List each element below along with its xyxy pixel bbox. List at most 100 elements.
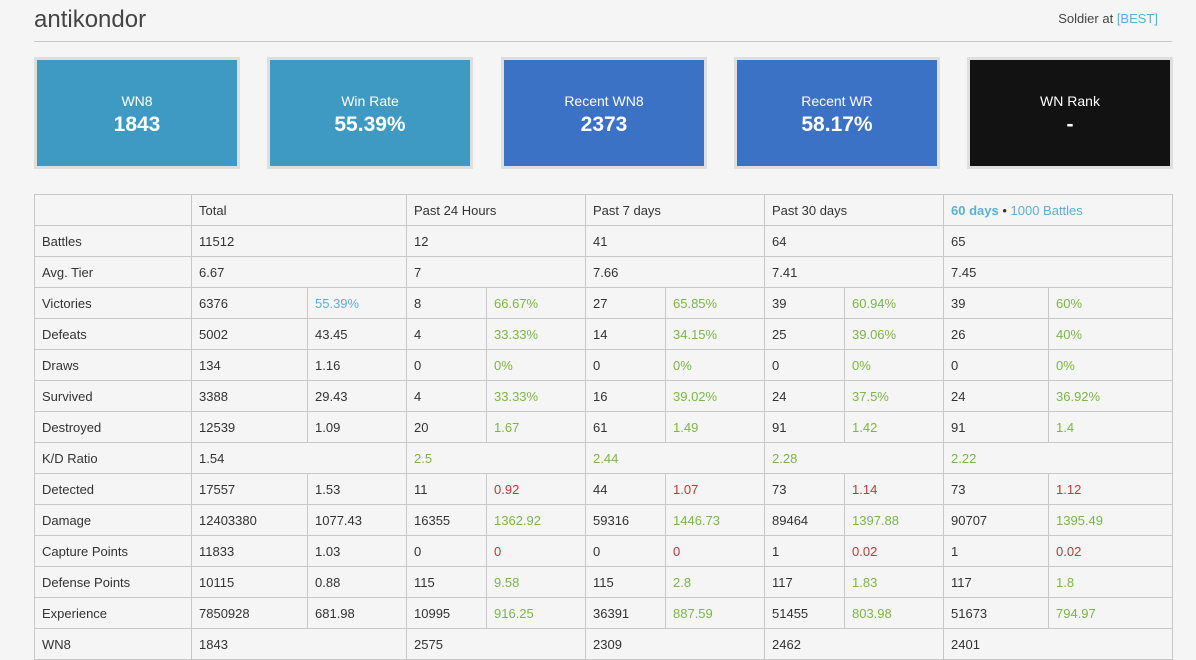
h24-value: 2.5: [406, 442, 586, 474]
h24-ratio: 0%: [486, 349, 586, 381]
clan-prefix: Soldier at: [1058, 11, 1114, 26]
d60-ratio: 36.92%: [1047, 380, 1174, 412]
d60-ratio: 1395.49: [1047, 504, 1174, 536]
player-name: antikondor: [34, 6, 147, 33]
d30-ratio: 1.83: [844, 566, 944, 598]
d30-value: 2.28: [764, 442, 944, 474]
h24-value: 20: [406, 411, 487, 443]
total-value: 11512: [191, 225, 407, 257]
header-recent: 60 days • 1000 Battles: [942, 194, 1174, 226]
h24-ratio: 66.67%: [486, 287, 586, 319]
wn8-card: WN8 1843: [34, 57, 240, 169]
h24-value: 4: [406, 318, 487, 350]
table-row: Damage 12403380 1077.43 16355 1362.92 59316 14…: [34, 504, 1174, 536]
table-row: WN8 1843 2575 2309 2462 2401: [34, 628, 1174, 660]
total-ratio: 29.43: [307, 380, 407, 412]
d60-value: 0: [943, 349, 1049, 381]
table-row: Defeats 5002 43.45 4 33.33% 14 34.15% 25 39.06% 2…: [34, 318, 1174, 350]
d7-value: 61: [585, 411, 666, 443]
d7-value: 14: [585, 318, 666, 350]
win-rate-card: Win Rate 55.39%: [267, 57, 473, 169]
h24-value: 115: [406, 566, 487, 598]
total-value: 12403380: [191, 504, 308, 536]
row-label: Victories: [34, 287, 192, 319]
total-value: 5002: [191, 318, 308, 350]
d60-ratio: 40%: [1047, 318, 1174, 350]
separator-dot: •: [1002, 202, 1007, 218]
table-row: Battles 11512 12 41 64 65: [34, 225, 1174, 257]
clan-tag-link[interactable]: [BEST]: [1116, 11, 1158, 26]
d30-value: 2462: [764, 628, 944, 660]
d30-value: 89464: [764, 504, 845, 536]
d30-ratio: 1397.88: [844, 504, 944, 536]
card-label: Recent WR: [801, 93, 873, 109]
d60-value: 51673: [943, 597, 1049, 629]
total-value: 1.54: [191, 442, 407, 474]
total-value: 6.67: [191, 256, 407, 288]
1000-battles-link[interactable]: 1000 Battles: [1010, 202, 1083, 218]
h24-ratio: 0.92: [486, 473, 586, 505]
row-label: Capture Points: [34, 535, 192, 567]
table-row: Victories 6376 55.39% 8 66.67% 27 65.85% 39 60.9…: [34, 287, 1174, 319]
row-label: Survived: [34, 380, 192, 412]
d7-value: 7.66: [585, 256, 765, 288]
d30-value: 7.41: [764, 256, 944, 288]
h24-value: 7: [406, 256, 586, 288]
d60-value: 91: [943, 411, 1049, 443]
card-value: 58.17%: [801, 113, 873, 136]
d7-ratio: 34.15%: [665, 318, 765, 350]
row-label: Defense Points: [34, 566, 192, 598]
total-ratio: 1.53: [307, 473, 407, 505]
d30-value: 64: [764, 225, 944, 257]
table-row: Experience 7850928 681.98 10995 916.25 36391 8…: [34, 597, 1174, 629]
table-row: Avg. Tier 6.67 7 7.66 7.41 7.45: [34, 256, 1174, 288]
60-days-link[interactable]: 60 days: [951, 202, 999, 218]
d7-ratio: 0%: [665, 349, 765, 381]
d30-value: 91: [764, 411, 845, 443]
d60-value: 26: [943, 318, 1049, 350]
d7-value: 0: [585, 535, 666, 567]
d60-ratio: 1.12: [1047, 473, 1174, 505]
total-ratio: 1.16: [307, 349, 407, 381]
d7-ratio: 1.49: [665, 411, 765, 443]
row-label: Damage: [34, 504, 192, 536]
total-ratio: 55.39%: [307, 287, 407, 319]
d60-value: 39: [943, 287, 1049, 319]
card-label: Win Rate: [341, 93, 399, 109]
d60-ratio: 794.97: [1047, 597, 1174, 629]
d60-ratio: 0.02: [1047, 535, 1174, 567]
total-value: 3388: [191, 380, 308, 412]
card-value: 2373: [580, 113, 628, 136]
h24-ratio: 1.67: [486, 411, 586, 443]
row-label: Experience: [34, 597, 192, 629]
table-row: Survived 3388 29.43 4 33.33% 16 39.02% 24 37.5% 2…: [34, 380, 1174, 412]
row-label: Destroyed: [34, 411, 192, 443]
d7-ratio: 1.07: [665, 473, 765, 505]
d30-value: 117: [764, 566, 845, 598]
header-past-24-hours: Past 24 Hours: [406, 194, 586, 226]
table-row: Capture Points 11833 1.03 0 0 0 0 1 0.02 1 0.02: [34, 535, 1174, 567]
row-label: Avg. Tier: [34, 256, 192, 288]
d7-ratio: 0: [665, 535, 765, 567]
total-value: 12539: [191, 411, 308, 443]
total-ratio: 1.03: [307, 535, 407, 567]
row-label: Draws: [34, 349, 192, 381]
d60-ratio: 60%: [1047, 287, 1174, 319]
h24-value: 10995: [406, 597, 487, 629]
d7-ratio: 65.85%: [665, 287, 765, 319]
d60-value: 90707: [943, 504, 1049, 536]
d60-ratio: 1.4: [1047, 411, 1174, 443]
d7-value: 36391: [585, 597, 666, 629]
card-value: 1843: [113, 113, 161, 136]
d30-value: 24: [764, 380, 845, 412]
d30-ratio: 0%: [844, 349, 944, 381]
d7-value: 2.44: [585, 442, 765, 474]
d7-value: 2309: [585, 628, 765, 660]
d30-value: 51455: [764, 597, 845, 629]
row-label: WN8: [34, 628, 192, 660]
d30-value: 25: [764, 318, 845, 350]
card-value: -: [1066, 113, 1074, 136]
header-cell-empty: [34, 194, 192, 226]
h24-value: 11: [406, 473, 487, 505]
stats-table: Total Past 24 Hours Past 7 days Past 30 …: [34, 194, 1174, 660]
